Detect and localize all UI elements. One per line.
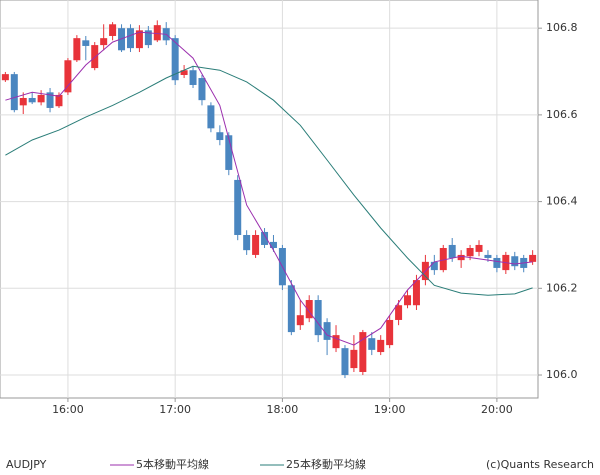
candle-body	[91, 45, 99, 69]
candle-body	[64, 60, 72, 93]
candle-body	[439, 247, 447, 271]
candle-body	[395, 305, 403, 320]
candle-body	[466, 247, 474, 257]
candle-body	[368, 338, 376, 350]
candle-body	[332, 335, 340, 349]
chart-title: AUDJPY	[6, 458, 47, 471]
candle-body	[296, 315, 304, 326]
y-tick-label: 106.0	[546, 368, 578, 381]
candle-body	[448, 244, 456, 258]
candle-body	[171, 38, 179, 81]
y-tick-label: 106.4	[546, 195, 578, 208]
candle-body	[252, 234, 260, 255]
candle-body	[189, 70, 197, 85]
candle-body	[19, 97, 27, 106]
candle-body	[55, 94, 63, 107]
candle-body	[28, 97, 36, 103]
candle-body	[135, 30, 143, 49]
candle-body	[341, 348, 349, 376]
candle-body	[109, 24, 117, 36]
x-tick-label: 18:00	[267, 403, 299, 416]
moving-average-line	[5, 65, 533, 296]
candle-body	[493, 257, 501, 268]
candle-body	[243, 234, 251, 251]
candle-body	[386, 319, 394, 346]
candle-body	[180, 70, 188, 76]
candle-body	[323, 322, 331, 340]
candle-body	[359, 332, 367, 372]
candle-body	[100, 38, 108, 46]
x-tick-label: 17:00	[159, 403, 191, 416]
x-tick-label: 16:00	[52, 403, 84, 416]
candle-body	[46, 92, 54, 108]
candle-body	[287, 285, 295, 333]
candle-body	[314, 300, 322, 336]
candle-body	[37, 94, 45, 103]
candle-body	[225, 135, 233, 170]
x-tick-label: 20:00	[481, 403, 513, 416]
candle-body	[126, 28, 134, 49]
legend-label: 25本移動平均線	[286, 457, 366, 471]
candle-body	[412, 280, 420, 306]
candle-body	[511, 256, 519, 267]
candle-body	[350, 349, 358, 369]
candle-body	[1, 74, 9, 81]
x-tick-label: 19:00	[374, 403, 406, 416]
candle-body	[457, 254, 465, 261]
y-tick-label: 106.6	[546, 108, 578, 121]
candle-body	[234, 179, 242, 235]
legend-label: 5本移動平均線	[136, 457, 209, 471]
candle-body	[430, 261, 438, 271]
candle-body	[82, 40, 90, 46]
candle-body	[216, 132, 224, 141]
candle-body	[10, 74, 18, 111]
candle-body	[305, 300, 313, 319]
candle-body	[529, 254, 537, 262]
plot-area	[0, 0, 539, 399]
candle-body	[404, 295, 412, 306]
candle-body	[484, 254, 492, 258]
candle-body	[269, 241, 277, 248]
credit: (c)Quants Research	[486, 458, 594, 471]
candle-body	[73, 38, 81, 61]
candle-body	[475, 244, 483, 252]
candle-body	[261, 231, 269, 245]
candle-body	[144, 30, 152, 46]
candle-body	[198, 78, 206, 101]
candle-body	[377, 339, 385, 353]
candle-body	[207, 105, 215, 129]
y-tick-label: 106.8	[546, 21, 578, 34]
candle-body	[153, 25, 161, 41]
moving-average-line	[5, 31, 533, 346]
y-tick-label: 106.2	[546, 281, 578, 294]
